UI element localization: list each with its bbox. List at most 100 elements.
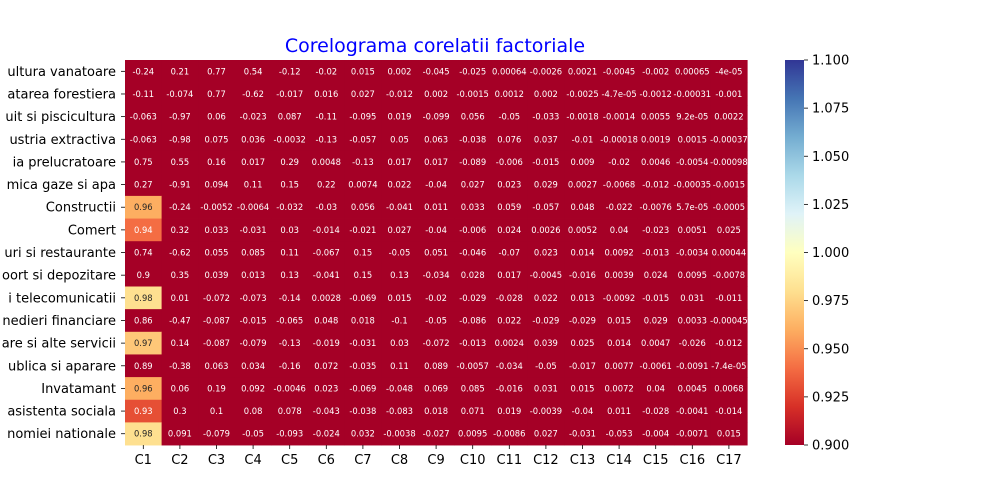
cell-value-label: 0.0052 [568, 225, 597, 235]
cell-value-label: 0.071 [461, 406, 485, 416]
heatmap-cell [417, 377, 455, 401]
heatmap-cell [344, 60, 382, 84]
heatmap-cell [564, 286, 602, 310]
heatmap-cell [637, 377, 675, 401]
cell-value-label: -0.029 [569, 315, 596, 325]
cell-value-label: 0.14 [171, 338, 190, 348]
heatmap-cell [600, 263, 638, 287]
colorbar-tick-label: 1.025 [812, 198, 849, 213]
heatmap-cell [710, 263, 748, 287]
cell-value-label: 0.018 [424, 406, 448, 416]
cell-value-label: 0.017 [241, 157, 265, 167]
cell-value-label: 0.0051 [678, 225, 707, 235]
cell-value-label: 0.091 [168, 429, 192, 439]
cell-value-label: -0.0032 [274, 134, 306, 144]
cell-value-label: 0.54 [244, 66, 263, 76]
cell-value-label: 0.0045 [678, 383, 707, 393]
heatmap-cell [454, 241, 492, 265]
cell-value-label: -0.05 [535, 361, 557, 371]
row-label: ublica si aparare [8, 359, 116, 374]
heatmap-cell [308, 309, 345, 333]
colorbar: 0.900 0.925 0.950 0.975 1.000 1.025 1.050 1.075… [785, 54, 849, 454]
heatmap-cell [491, 60, 528, 84]
cell-value-label: 0.0072 [604, 383, 633, 393]
cell-value-label: -0.029 [532, 315, 559, 325]
cell-value-label: -0.095 [349, 112, 376, 122]
heatmap-cell [271, 309, 309, 333]
cell-value-label: 0.019 [497, 406, 521, 416]
cell-value-label: -0.023 [240, 112, 267, 122]
cell-value-label: 0.023 [497, 180, 521, 190]
heatmap-cell [381, 286, 419, 310]
heatmap-cell [637, 309, 675, 333]
row-label: nedieri financiare [2, 314, 116, 329]
heatmap-cell [234, 173, 272, 197]
heatmap-cell [344, 331, 382, 355]
cell-value-label: 0.013 [571, 293, 595, 303]
colorbar-tick-label: 1.050 [812, 150, 849, 165]
cell-value-label: 0.19 [207, 383, 226, 393]
heatmap-cell [125, 399, 162, 423]
cell-value-label: -0.013 [459, 338, 486, 348]
cell-value-label: -0.093 [276, 429, 303, 439]
cell-value-label: 0.22 [317, 180, 336, 190]
heatmap-cell [710, 354, 748, 378]
cell-value-label: -0.0092 [603, 293, 635, 303]
cell-value-label: -0.02 [315, 66, 337, 76]
heatmap-cell [198, 241, 236, 265]
cell-value-label: 0.0021 [568, 66, 597, 76]
cell-value-label: -0.063 [130, 112, 157, 122]
cell-value-label: 0.037 [534, 134, 558, 144]
heatmap-cell [161, 127, 199, 151]
cell-value-label: 0.77 [207, 66, 226, 76]
cell-value-label: -0.087 [203, 315, 230, 325]
cell-value-label: -0.0076 [640, 202, 672, 212]
heatmap-cell [308, 173, 345, 197]
cell-value-label: 0.0026 [531, 225, 560, 235]
cell-value-label: 0.27 [134, 180, 153, 190]
cell-value-label: 0.011 [607, 406, 631, 416]
heatmap-cell [381, 422, 419, 446]
cell-value-label: 0.019 [388, 112, 412, 122]
heatmap-cell [454, 399, 492, 423]
heatmap-cell [381, 331, 419, 355]
heatmap-cell [381, 218, 419, 242]
heatmap-cell [234, 241, 272, 265]
heatmap-cell [234, 218, 272, 242]
heatmap-cell [125, 377, 162, 401]
cell-value-label: -0.02 [608, 157, 630, 167]
heatmap-cell [710, 82, 748, 106]
cell-value-label: 0.027 [461, 180, 485, 190]
heatmap-cell [198, 331, 236, 355]
cell-value-label: -0.0025 [566, 89, 598, 99]
column-label: C10 [460, 453, 486, 468]
cell-value-label: -0.045 [423, 66, 450, 76]
cell-value-label: 0.034 [241, 361, 265, 371]
cell-value-label: -0.043 [313, 406, 340, 416]
cell-value-label: -0.022 [606, 202, 633, 212]
cell-value-label: 0.00064 [492, 66, 527, 76]
heatmap-cell [454, 150, 492, 174]
heatmap-cell [527, 377, 565, 401]
heatmap-cell [637, 60, 675, 84]
column-label: C1 [135, 453, 152, 468]
cell-value-label: -0.017 [569, 361, 596, 371]
heatmap-cell [564, 60, 602, 84]
heatmap-cell [564, 82, 602, 106]
heatmap-cell [308, 105, 345, 129]
cell-value-label: -0.012 [642, 180, 669, 190]
heatmap-cell [454, 263, 492, 287]
cell-value-label: -0.063 [130, 134, 157, 144]
heatmap-cell [271, 422, 309, 446]
heatmap-cell [271, 195, 309, 219]
cell-value-label: 0.033 [461, 202, 485, 212]
heatmap-cell [637, 218, 675, 242]
cell-value-label: -0.034 [423, 270, 450, 280]
heatmap-cell [600, 60, 638, 84]
heatmap-cell [491, 422, 528, 446]
cell-value-label: 0.86 [134, 315, 153, 325]
column-label: C15 [643, 453, 669, 468]
cell-value-label: -0.62 [169, 248, 191, 258]
heatmap-cell [271, 60, 309, 84]
